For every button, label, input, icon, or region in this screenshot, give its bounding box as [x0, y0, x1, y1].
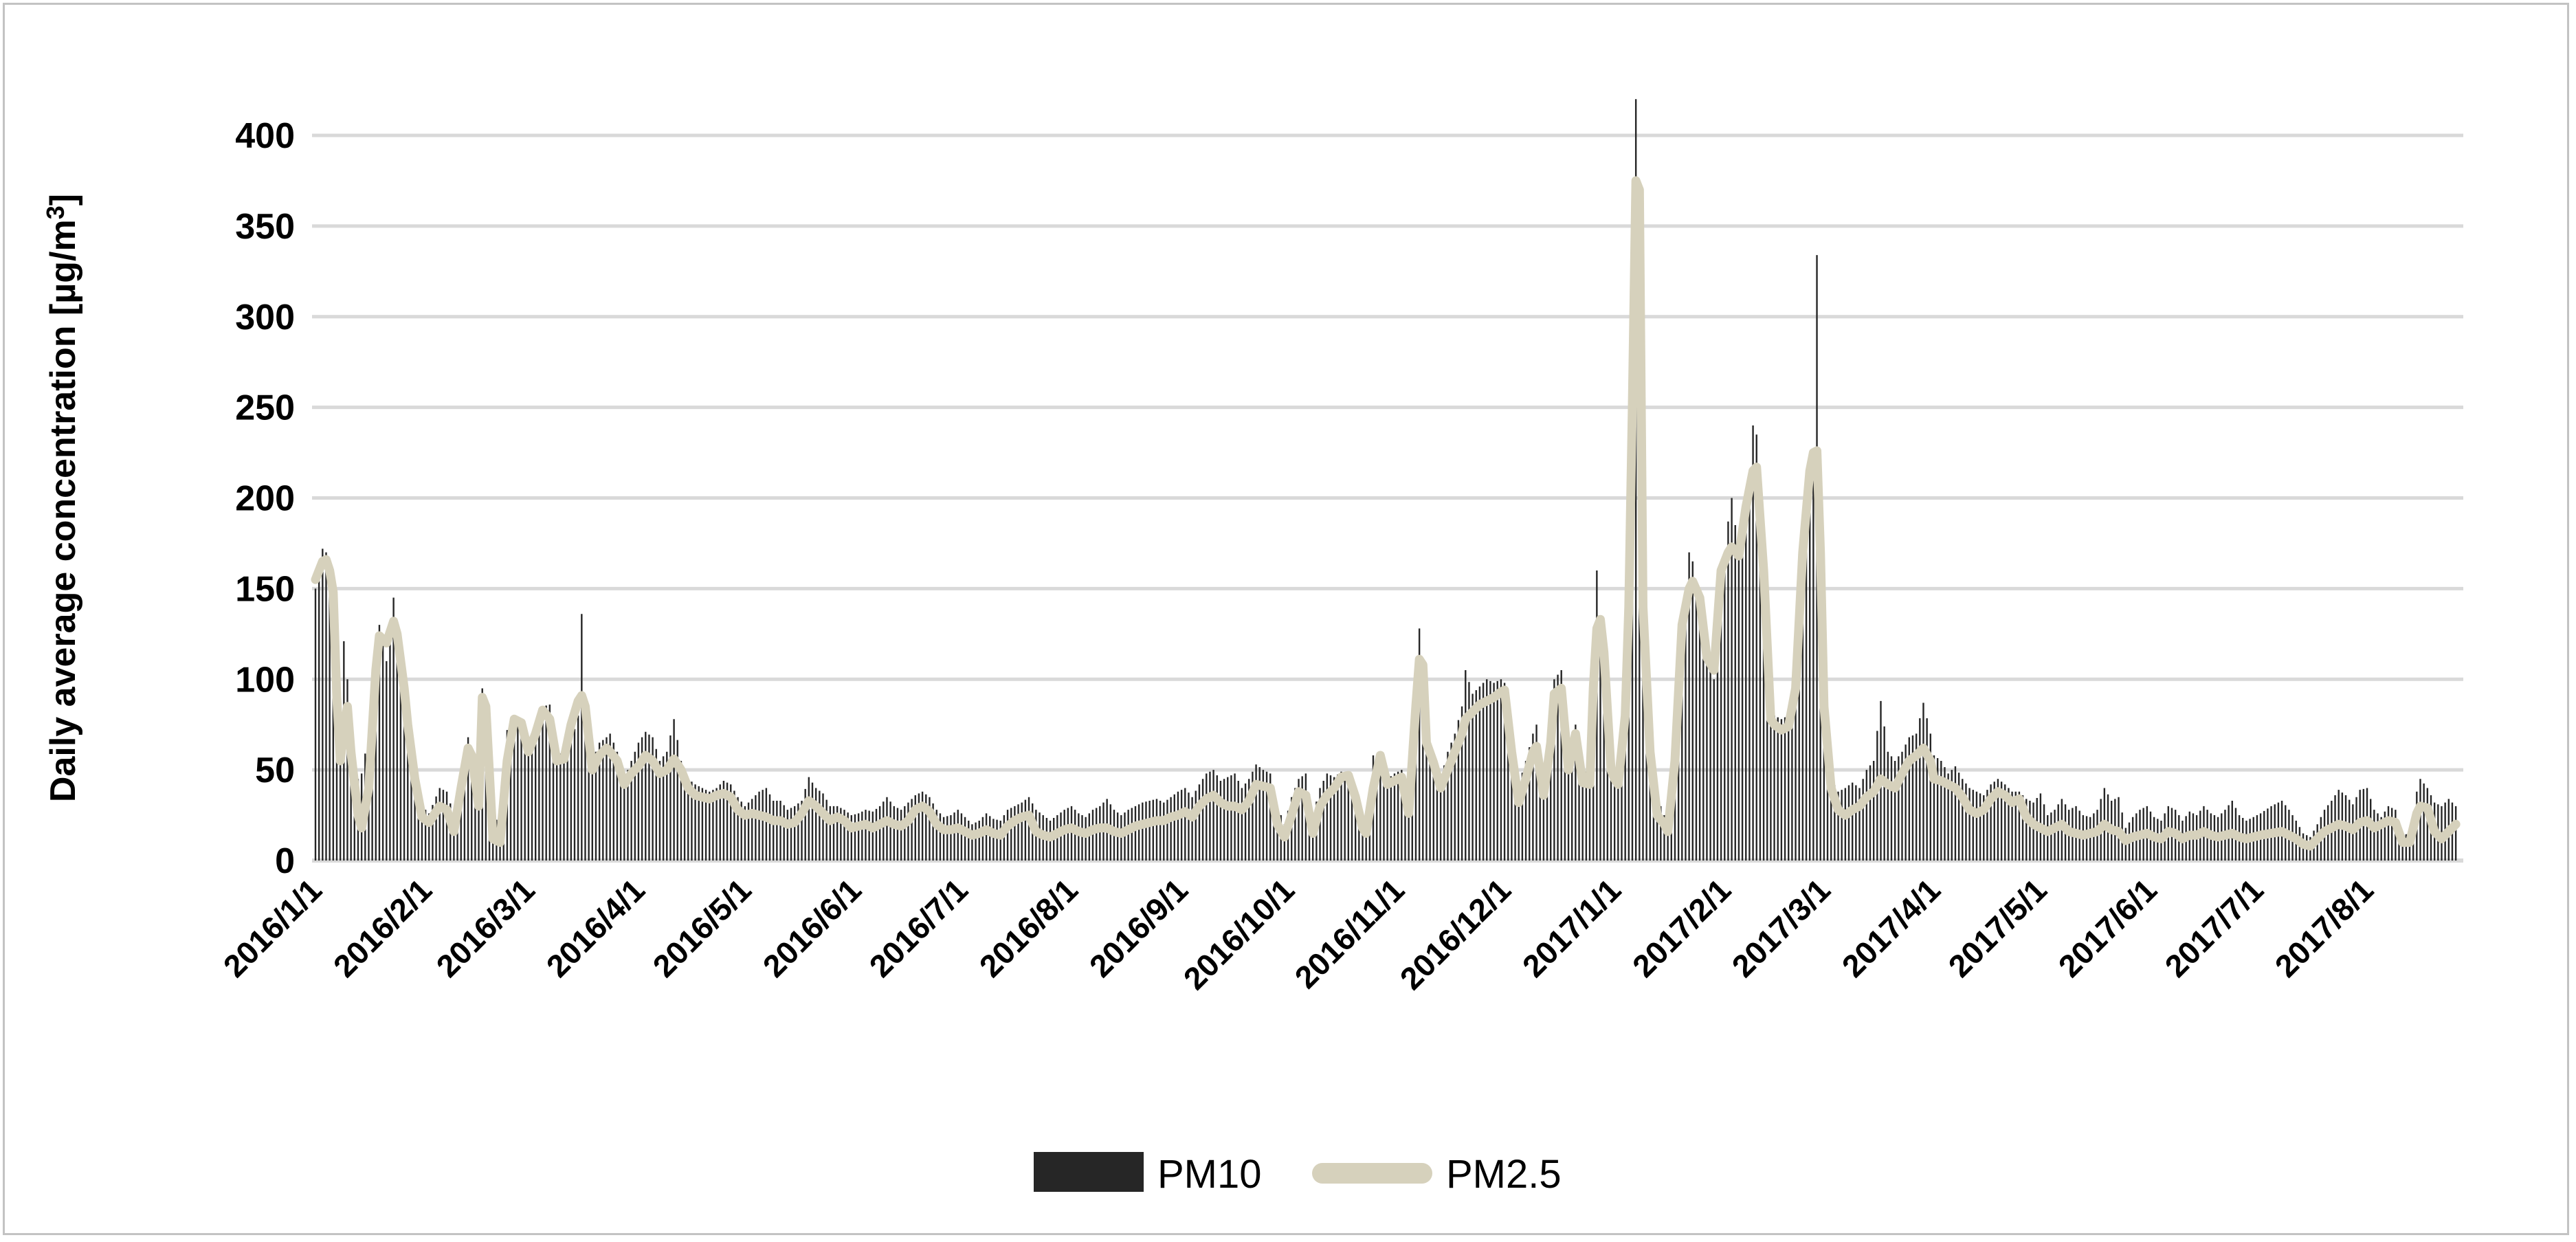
x-axis-tick-labels: 2016/1/12016/2/12016/3/12016/4/12016/5/1…	[216, 872, 2380, 996]
x-tick-label: 2017/3/1	[1725, 872, 1837, 984]
legend-swatch-pm10	[1034, 1152, 1144, 1192]
x-tick-label: 2016/10/1	[1177, 872, 1301, 996]
x-tick-label: 2016/9/1	[1082, 872, 1195, 984]
y-tick-label-400: 400	[235, 116, 295, 156]
x-tick-label: 2017/5/1	[1942, 872, 2054, 984]
x-tick-label: 2017/1/1	[1515, 872, 1628, 984]
y-tick-label-200: 200	[235, 479, 295, 519]
x-tick-label: 2016/6/1	[756, 872, 868, 984]
legend-swatch-pm25	[1312, 1163, 1432, 1184]
x-tick-label: 2016/8/1	[973, 872, 1085, 984]
y-tick-label-100: 100	[235, 660, 295, 700]
y-tick-label-50: 50	[255, 751, 295, 790]
y-tick-label-250: 250	[235, 388, 295, 428]
x-tick-label: 2016/2/1	[326, 872, 438, 984]
pm25-line-series	[311, 176, 2461, 851]
y-axis-title-text: Daily average concentration [µg/m3]	[41, 194, 83, 802]
pm25-line-path	[311, 176, 2461, 851]
pm10-bars-path	[314, 99, 2457, 861]
x-tick-label: 2016/4/1	[540, 872, 652, 984]
x-tick-label: 2016/12/1	[1393, 872, 1518, 996]
legend-label-pm10: PM10	[1157, 1152, 1262, 1197]
x-tick-label: 2017/8/1	[2268, 872, 2380, 984]
x-tick-label: 2016/1/1	[216, 872, 329, 984]
pm10-bar-series	[314, 99, 2457, 861]
y-tick-label-0: 0	[275, 841, 295, 881]
x-tick-label: 2016/7/1	[863, 872, 975, 984]
x-tick-label: 2017/7/1	[2158, 872, 2270, 984]
y-tick-label-150: 150	[235, 569, 295, 609]
y-tick-label-350: 350	[235, 207, 295, 247]
legend-label-pm25: PM2.5	[1446, 1152, 1562, 1197]
chart-canvas: 0 50 100 150 200 250 300 350 400 2016/1/12016/2/…	[41, 99, 2463, 1197]
x-tick-label: 2016/5/1	[646, 872, 758, 984]
x-tick-label: 2016/3/1	[430, 872, 542, 984]
legend: PM10 PM2.5	[1034, 1152, 1562, 1197]
y-axis-tick-labels: 0 50 100 150 200 250 300 350 400	[235, 116, 295, 881]
x-tick-label: 2017/2/1	[1625, 872, 1737, 984]
y-tick-label-300: 300	[235, 298, 295, 337]
y-axis-title: Daily average concentration [µg/m3]	[41, 194, 83, 802]
x-tick-label: 2016/11/1	[1288, 872, 1412, 995]
x-tick-label: 2017/4/1	[1835, 872, 1947, 984]
x-tick-label: 2017/6/1	[2052, 872, 2164, 984]
chart-figure: 0 50 100 150 200 250 300 350 400 2016/1/1 2016/2/…	[3, 3, 2569, 1235]
